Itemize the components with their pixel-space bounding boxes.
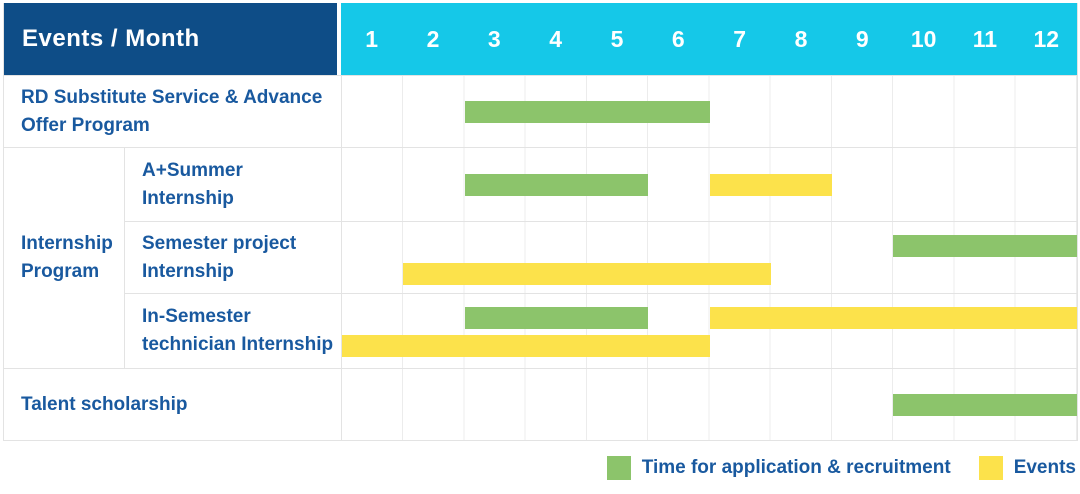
row-label: A+Summer Internship — [124, 147, 341, 221]
month-header-cell: 1 — [365, 25, 379, 52]
corner-header: Events / Month — [4, 3, 341, 75]
gantt-bar-green — [893, 235, 1077, 257]
row-label: Talent scholarship — [4, 368, 341, 440]
gantt-bar-yellow — [403, 263, 771, 285]
gantt-table: Events / Month 1 2 3 4 5 6 7 8 9 10 11 12 RD Substi… — [3, 3, 1078, 441]
gantt-bar-green — [893, 393, 1077, 416]
month-header-cell: 11 — [972, 25, 998, 52]
month-header-cell: 12 — [1033, 25, 1060, 52]
gantt-bar-yellow — [342, 335, 710, 357]
gantt-row-track — [341, 221, 1077, 293]
month-header-cell: 9 — [855, 25, 869, 52]
month-header-cell: 10 — [910, 25, 937, 52]
month-header-cell: 6 — [671, 25, 685, 52]
legend-item-events: Events — [978, 456, 1076, 480]
row-label: RD Substitute Service & Advance Offer Pr… — [4, 75, 341, 147]
row-group-label: Internship Program — [4, 147, 124, 368]
gantt-row-track — [341, 293, 1077, 368]
gantt-row-track — [341, 368, 1077, 440]
gantt-bar-green — [464, 100, 710, 123]
legend-label-application: Time for application & recruitment — [641, 457, 951, 478]
legend-swatch-yellow — [978, 456, 1003, 480]
gantt-row-track — [341, 75, 1077, 147]
row-label: In-Semester technician Internship — [124, 293, 341, 368]
month-header-cell: 2 — [426, 25, 440, 52]
month-header-cell: 4 — [549, 25, 563, 52]
gantt-bar-yellow — [709, 307, 1077, 329]
month-header-cell: 5 — [610, 25, 624, 52]
legend-label-events: Events — [1013, 457, 1076, 478]
gantt-row-track — [341, 147, 1077, 221]
legend: Time for application & recruitment Event… — [3, 441, 1078, 494]
gantt-bar-green — [464, 173, 649, 196]
month-header-cell: 8 — [794, 25, 808, 52]
gantt-bar-green — [464, 307, 649, 329]
row-label: Semester project Internship — [124, 221, 341, 293]
month-header-cell: 7 — [733, 25, 747, 52]
legend-swatch-green — [606, 456, 631, 480]
gantt-bar-yellow — [709, 173, 832, 196]
month-header-cell: 3 — [487, 25, 501, 52]
legend-item-application: Time for application & recruitment — [606, 456, 951, 480]
month-header-row: 1 2 3 4 5 6 7 8 9 10 11 12 — [341, 3, 1077, 75]
